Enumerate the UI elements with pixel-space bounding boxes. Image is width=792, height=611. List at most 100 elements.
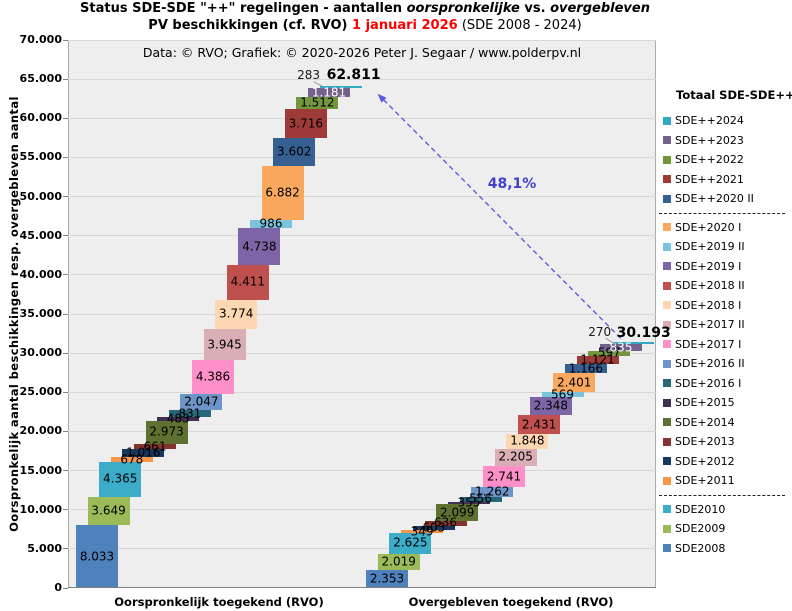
y-tick-label: 0 [54, 581, 62, 594]
bar-label: 6.882 [265, 185, 300, 200]
legend-swatch [663, 524, 671, 533]
bar-segment [76, 525, 118, 588]
legend-separator [659, 209, 791, 218]
bar-label: 636 [434, 515, 457, 530]
bar-label: 4.411 [230, 274, 265, 289]
y-tick-label: 35.000 [19, 307, 62, 320]
legend-item-label: SDE+2011 [675, 474, 735, 488]
y-tick-label: 10.000 [19, 502, 62, 516]
bar-segment [541, 392, 584, 397]
y-tick-label: 20.000 [19, 424, 62, 438]
legend-swatch [663, 194, 671, 203]
bar-label: 4.386 [195, 369, 231, 384]
total-label-left: 62.811 [326, 66, 381, 83]
bar-segment [459, 497, 502, 502]
legend-separator [659, 491, 791, 500]
y-tick-label: 70.000 [19, 33, 62, 46]
legend-swatch [663, 223, 671, 232]
bar-label: 1.262 [475, 484, 510, 499]
legend-item-label: SDE++2023 [675, 133, 744, 147]
legend-swatch [663, 398, 671, 407]
bar-label: 2.625 [393, 535, 428, 550]
bar-segment [564, 364, 607, 374]
bar-segment [250, 220, 292, 228]
legend-swatch [663, 359, 671, 368]
legend-item: SDE++2022 [659, 150, 791, 170]
bar-label: 355 [457, 495, 481, 510]
y-tick-label: 55.000 [19, 150, 62, 164]
percent-annotation: 48,1% [487, 176, 537, 192]
y-tick-mark [63, 430, 68, 432]
bar-segment [553, 373, 596, 393]
legend-item-label: SDE+2016 I [675, 376, 742, 390]
legend-item-label: SDE+2018 I [675, 298, 742, 312]
legend-item-label: SDE+2015 [675, 396, 735, 410]
y-tick-label: 65.000 [19, 72, 62, 86]
bar-segment [377, 553, 420, 570]
legend-item: SDE+2016 II [659, 354, 791, 374]
y-tick-mark [63, 548, 68, 550]
legend-swatch [663, 136, 671, 145]
gridline [68, 391, 656, 393]
bar-segment [436, 504, 479, 521]
bar-segment [215, 299, 258, 330]
y-tick-mark [63, 509, 68, 511]
legend-item: SDE+2017 II [659, 315, 791, 335]
legend-swatch [663, 476, 671, 485]
bar-segment [529, 396, 572, 416]
legend-swatch [663, 262, 671, 271]
y-tick-mark [63, 196, 68, 198]
legend-item: SDE+2014 [659, 413, 791, 433]
bar-segment [506, 434, 549, 449]
bar-segment [401, 530, 444, 534]
bar-label: 349 [410, 524, 434, 539]
bar-segment [168, 410, 211, 417]
legend-swatch [663, 301, 671, 310]
bar-segment [284, 109, 327, 139]
legend-item-label: SDE2010 [675, 502, 726, 516]
legend-item: SDE++2021 [659, 170, 791, 190]
bar-segment [110, 457, 153, 463]
bar-label: 1.166 [568, 361, 604, 376]
total-label-right: 30.193 [616, 325, 671, 342]
bar-label: 1.181 [311, 85, 347, 100]
top-segment-label-right: 270 [588, 325, 612, 340]
bar-label: 831 [178, 406, 202, 421]
legend-item-label: SDE++2020 II [675, 192, 754, 206]
bar-label: 603 [422, 520, 446, 535]
legend-swatch [663, 320, 671, 329]
legend-item-label: SDE+2014 [675, 415, 735, 429]
legend-swatch [663, 242, 671, 251]
bar-segment [273, 138, 316, 167]
gridline [68, 39, 656, 41]
gridline [68, 430, 656, 432]
bar-segment [122, 449, 165, 458]
bar-label: 569 [551, 387, 574, 402]
y-axis-title: Oorspronkelijk aantal beschikkingen resp… [7, 96, 21, 532]
bar-label: 1.121 [580, 352, 615, 367]
legend-swatch [663, 340, 671, 349]
legend-swatch [663, 281, 671, 290]
legend-item-label: SDE++2024 [675, 114, 744, 128]
y-tick-label: 45.000 [19, 228, 62, 242]
bar-label: 2.047 [184, 394, 219, 409]
legend: Totaal SDE-SDE++ SDE++2024 SDE++2023 SDE++… [659, 88, 792, 558]
y-tick-mark [63, 235, 68, 237]
legend-item-label: SDE+2013 [675, 435, 735, 449]
legend-swatch [663, 457, 671, 466]
bar-segment [600, 344, 642, 351]
gridline [68, 156, 656, 158]
bar-segment [494, 448, 537, 466]
bar-label: 2.099 [440, 505, 475, 520]
bar-label: 1.016 [126, 445, 161, 460]
x-axis-line [68, 587, 656, 588]
x-axis-label-right: Overgebleven toegekend (RVO) [408, 595, 614, 609]
legend-item-label: SDE+2016 II [675, 357, 745, 371]
legend-swatch [663, 379, 671, 388]
bar-label: 661 [143, 439, 167, 454]
legend-item-label: SDE2009 [675, 522, 726, 536]
legend-item: SDE+2016 I [659, 374, 791, 394]
bar-label: 2.205 [498, 449, 533, 464]
bar-segment [447, 501, 490, 505]
report-date: 1 januari 2026 [352, 18, 458, 33]
